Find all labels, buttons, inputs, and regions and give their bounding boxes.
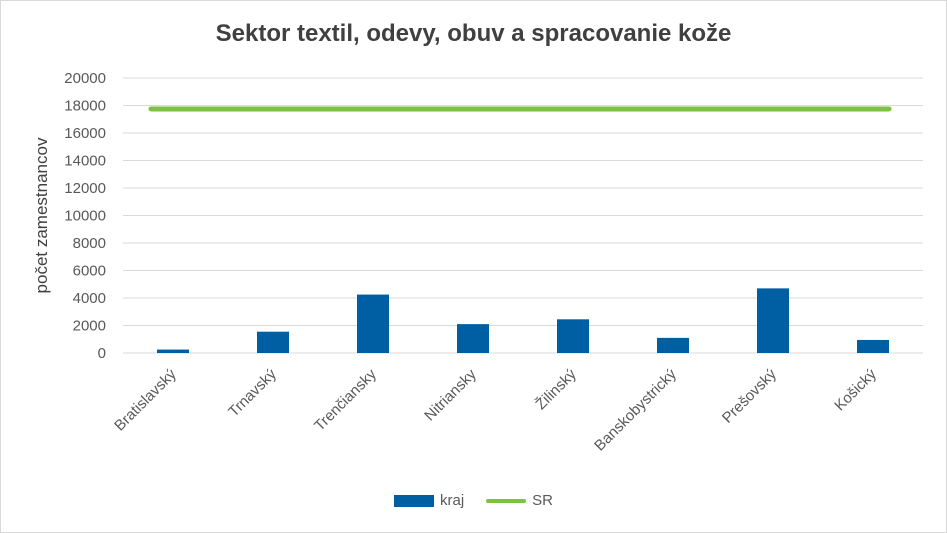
bar-7 (757, 288, 789, 353)
bar-3 (357, 294, 389, 353)
chart-title: Sektor textil, odevy, obuv a spracovanie… (215, 20, 732, 47)
legend-swatch-sr (486, 498, 527, 503)
legend-item-kraj: kraj (393, 492, 465, 509)
x-tick-label: Banskobystrický (591, 365, 680, 454)
y-tick-label: 2000 (73, 318, 106, 335)
x-tick-label: Trenčiansky (311, 365, 380, 434)
y-tick-label: 10000 (64, 208, 106, 225)
y-tick-label: 14000 (64, 153, 106, 170)
legend-item-sr: SR (486, 492, 553, 509)
x-tick-label: Žilinský (532, 365, 580, 413)
x-tick-label: Nitriansky (421, 365, 480, 424)
y-tick-label: 20000 (64, 70, 106, 87)
y-tick-label: 16000 (64, 125, 106, 142)
y-tick-label: 12000 (64, 180, 106, 197)
bar-2 (257, 331, 289, 353)
bar-8 (857, 339, 889, 353)
bar-1 (157, 349, 189, 353)
legend-label-kraj: kraj (439, 492, 465, 509)
x-tick-label: Bratislavský (111, 365, 180, 434)
bar-6 (657, 337, 689, 353)
x-tick-label: Trnavský (225, 365, 280, 420)
y-tick-label: 0 (98, 345, 106, 362)
y-tick-label: 6000 (73, 263, 106, 280)
y-tick-label: 18000 (64, 98, 106, 115)
bar-5 (557, 319, 589, 353)
x-tick-label: Košický (831, 365, 880, 414)
bar-4 (457, 324, 489, 353)
y-tick-label: 4000 (73, 290, 106, 307)
chart-legend: kraj SR (0, 492, 947, 509)
y-tick-label: 8000 (73, 235, 106, 252)
legend-swatch-kraj (393, 494, 434, 507)
legend-label-sr: SR (532, 492, 553, 509)
x-tick-label: Prešovský (719, 365, 780, 426)
y-axis-label: počet zamestnancov (32, 137, 51, 293)
